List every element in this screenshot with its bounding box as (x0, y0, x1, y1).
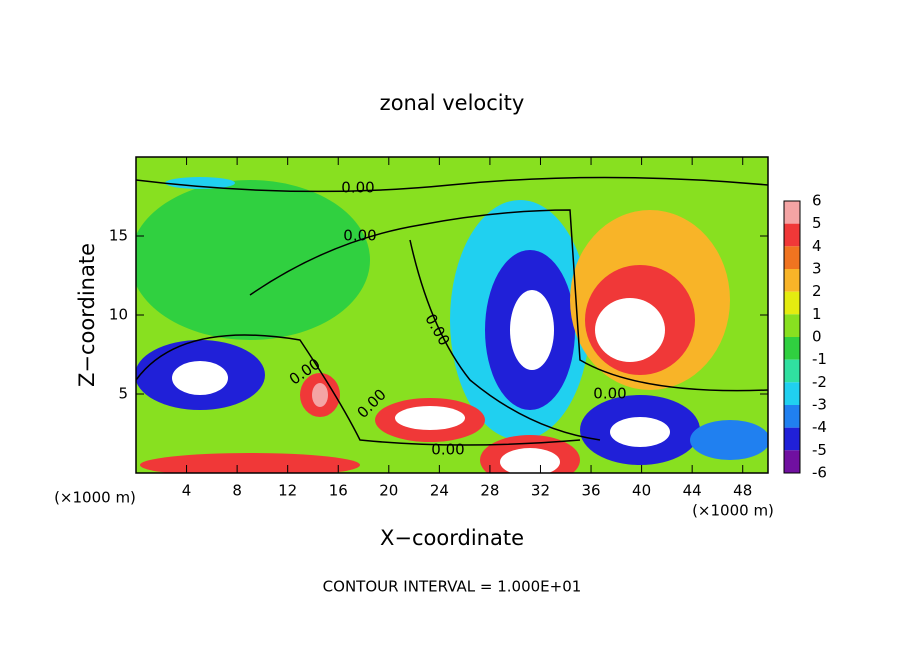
contour-label: 0.00 (431, 441, 464, 459)
x-tick-label: 20 (379, 482, 398, 500)
colorbar-label: 5 (812, 214, 822, 232)
x-tick-label: 36 (581, 482, 600, 500)
colorbar-segment (784, 291, 800, 315)
colorbar-segment (784, 201, 800, 224)
colorbar-segment (784, 427, 800, 451)
colorbar-segment (784, 382, 800, 405)
colorbar-label: -2 (812, 373, 827, 391)
field-region (172, 361, 228, 395)
contour-label: 0.00 (341, 179, 374, 197)
field-region (140, 453, 360, 473)
y-axis-label: Z−coordinate (75, 243, 99, 387)
colorbar-label: 6 (812, 192, 822, 210)
x-tick-label: 16 (329, 482, 348, 500)
field-region (312, 383, 328, 407)
colorbar-label: 2 (812, 282, 822, 300)
colorbar-segment (784, 337, 800, 360)
x-tick-label: 44 (683, 482, 702, 500)
colorbar-label: 1 (812, 305, 822, 323)
x-tick-label: 24 (430, 482, 449, 500)
x-tick-label: 8 (232, 482, 242, 500)
field (136, 157, 768, 473)
contour-label: 0.00 (343, 227, 376, 245)
contour-line (136, 176, 768, 193)
x-unit-label: (×1000 m) (54, 489, 136, 507)
colorbar-segment (784, 405, 800, 428)
field-region (690, 420, 768, 460)
field-region (395, 406, 465, 430)
colorbar-frame (783, 200, 801, 474)
x-tick-label: 40 (632, 482, 651, 500)
y-tick-label: 10 (109, 306, 128, 324)
colorbar-label: -5 (812, 441, 827, 459)
colorbar-label: 4 (812, 237, 822, 255)
footer: CONTOUR INTERVAL = 1.000E+01 (323, 578, 582, 596)
chart-title: zonal velocity (380, 91, 525, 115)
colorbar-segment (784, 246, 800, 269)
colorbar-label: 0 (812, 328, 822, 346)
colorbar-segment (784, 269, 800, 292)
colorbar-segment (784, 223, 800, 247)
contour-line (249, 209, 768, 392)
x-tick-label: 48 (733, 482, 752, 500)
colorbar-label: -6 (812, 464, 827, 482)
contour-line (409, 239, 601, 441)
y-tick-label: 15 (109, 227, 128, 245)
y-tick-label: 5 (118, 385, 128, 403)
colorbar-label: -3 (812, 396, 827, 414)
x-tick-label: 12 (278, 482, 297, 500)
contour-line (136, 334, 581, 446)
field-region (165, 177, 235, 189)
x-tick-label: 4 (182, 482, 192, 500)
x-tick-label: 28 (480, 482, 499, 500)
colorbar-segment (784, 314, 800, 337)
x-tick-label: 32 (531, 482, 550, 500)
field-region (136, 180, 370, 340)
field-region (610, 417, 670, 447)
field-region (500, 448, 560, 473)
x-unit-label: (×1000 m) (692, 502, 774, 520)
field-region (510, 290, 554, 370)
colorbar-label: -1 (812, 350, 827, 368)
colorbar-segment (784, 359, 800, 383)
field-region (595, 298, 665, 362)
colorbar-segment (784, 450, 800, 473)
x-axis-label: X−coordinate (380, 526, 524, 550)
colorbar-label: -4 (812, 418, 827, 436)
colorbar-label: 3 (812, 260, 822, 278)
contour-label: 0.00 (593, 385, 626, 403)
